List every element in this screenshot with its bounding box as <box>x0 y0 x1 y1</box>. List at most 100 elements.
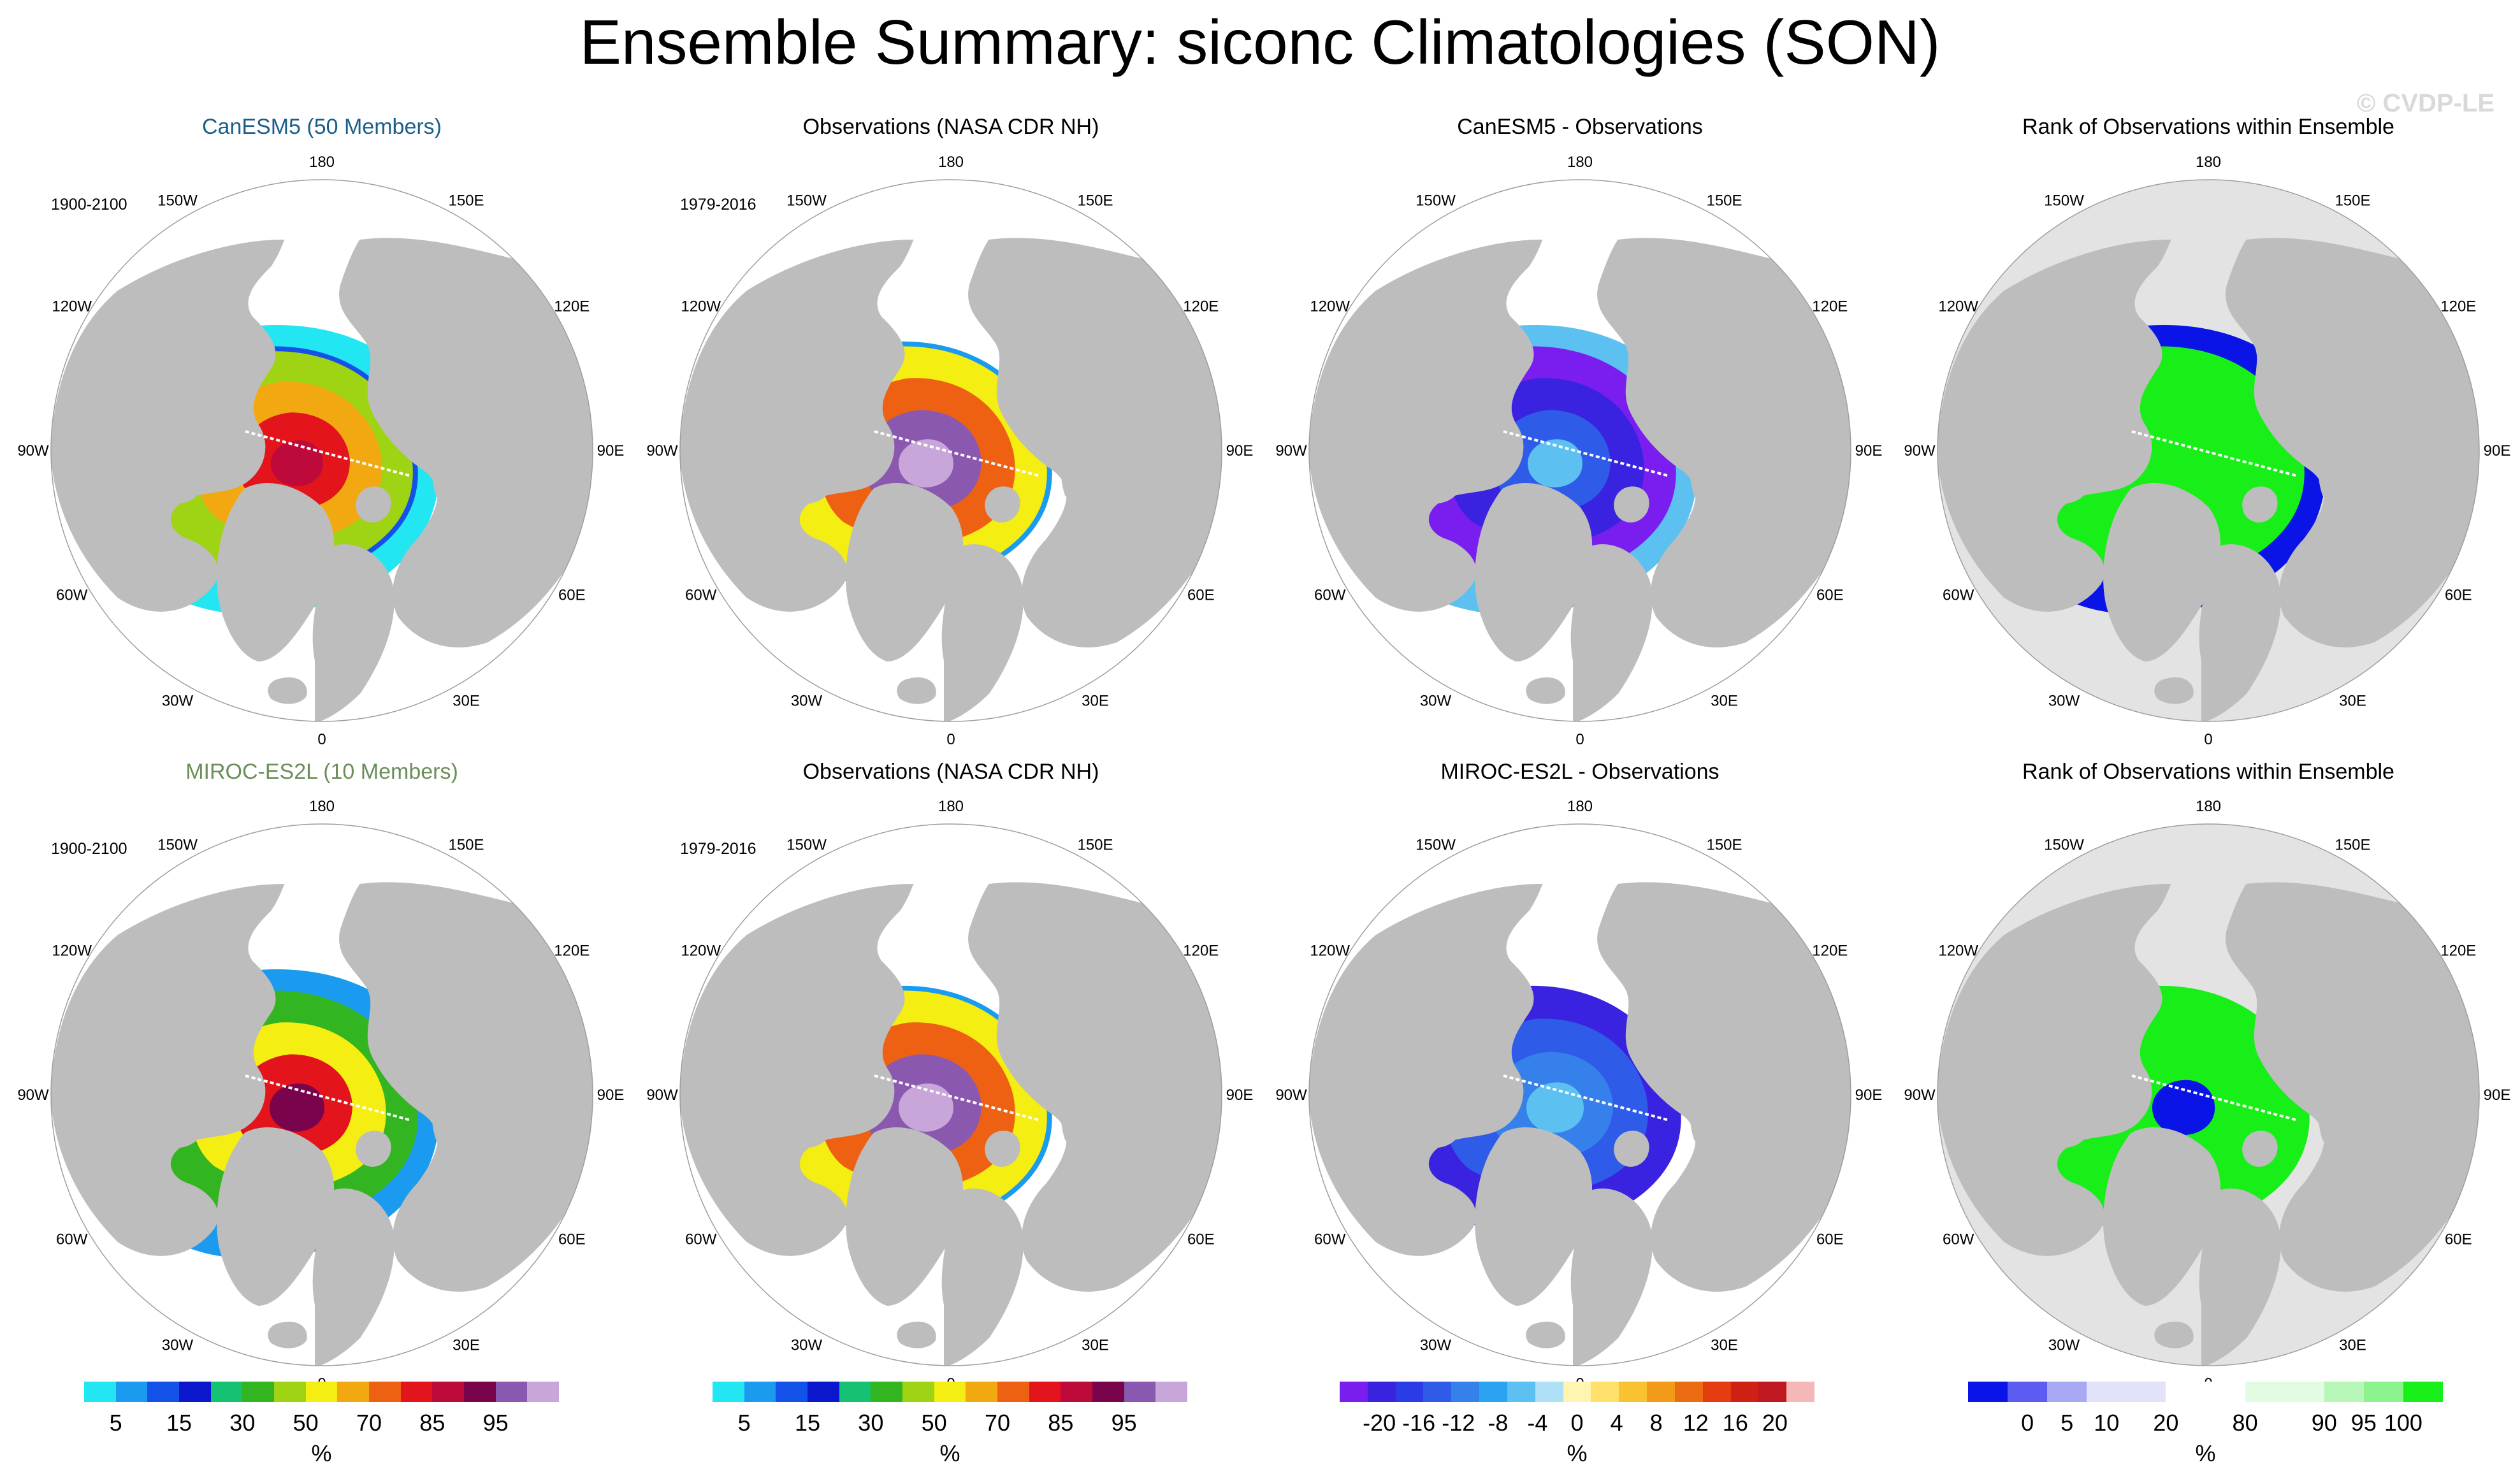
longitude-label: 120E <box>554 298 590 315</box>
longitude-label: 60E <box>1187 1231 1215 1248</box>
colorbar-swatch <box>1479 1382 1507 1402</box>
longitude-label: 90W <box>17 442 49 459</box>
longitude-label: 120W <box>681 943 721 960</box>
longitude-label: 180 <box>2196 798 2221 815</box>
longitude-label: 90W <box>17 1087 49 1104</box>
longitude-label: 60E <box>1187 587 1215 604</box>
colorbar-swatch <box>839 1382 871 1402</box>
colorbar-swatch <box>274 1382 306 1402</box>
longitude-label: 30W <box>2048 692 2080 709</box>
colorbar-tick: -16 <box>1402 1410 1436 1436</box>
land-mass <box>846 483 964 662</box>
longitude-label: 30E <box>453 692 480 709</box>
longitude-label: 180 <box>1567 154 1593 171</box>
colorbar-swatch <box>305 1382 338 1402</box>
colorbar-tick: 85 <box>419 1410 445 1436</box>
longitude-label: 120W <box>681 298 721 315</box>
land-mass <box>985 486 1020 523</box>
land-mass <box>1474 435 1517 470</box>
colorbar-swatch <box>1674 1382 1703 1402</box>
land-mass <box>1690 442 1729 503</box>
longitude-label: 60W <box>1314 1231 1346 1248</box>
colorbar-tick: -8 <box>1488 1410 1509 1436</box>
colorbar-swatch <box>1061 1382 1093 1402</box>
land-mass <box>680 883 914 1256</box>
land-mass <box>1061 1087 1100 1147</box>
longitude-label: 150E <box>2335 837 2370 854</box>
colorbar-swatch <box>1702 1382 1731 1402</box>
colorbar-unit: % <box>2195 1440 2216 1466</box>
longitude-label: 120W <box>1938 298 1978 315</box>
pole-hole-line <box>874 1074 1041 1122</box>
land-mass <box>776 1105 832 1148</box>
colorbar-swatch <box>966 1382 998 1402</box>
pole-hole-line <box>1503 430 1670 477</box>
colorbar-unit: % <box>311 1440 332 1466</box>
land-mass <box>2034 461 2089 504</box>
colorbar-swatch <box>2403 1382 2443 1402</box>
period-label: 1900-2100 <box>51 840 127 858</box>
longitude-label: 120E <box>1812 943 1848 960</box>
longitude-label: 30E <box>1082 692 1109 709</box>
colorbar-tick: 4 <box>1610 1410 1623 1436</box>
colorbar-tick: 20 <box>1762 1410 1788 1436</box>
longitude-label: 180 <box>2196 154 2221 171</box>
sea-ice-field <box>1526 1082 1584 1133</box>
land-mass <box>147 1105 203 1148</box>
colorbar-swatch <box>2126 1382 2166 1402</box>
colorbar-swatch <box>1507 1382 1535 1402</box>
longitude-label: 60W <box>56 587 88 604</box>
land-mass <box>1474 1079 1517 1114</box>
longitude-label: 120E <box>1812 298 1848 315</box>
colorbar-swatch <box>84 1382 116 1402</box>
longitude-label: 0 <box>946 731 955 748</box>
colorbar-swatch <box>2284 1382 2324 1402</box>
colorbar-tick: 5 <box>2060 1410 2074 1436</box>
map-border <box>679 179 1222 722</box>
longitude-label: 30W <box>2048 1336 2080 1354</box>
panel-title: CanESM5 - Observations <box>1457 115 1703 139</box>
pole-hole-line <box>245 430 412 477</box>
longitude-label: 60E <box>2445 587 2472 604</box>
land-mass <box>51 239 285 612</box>
colorbar-tick: 10 <box>2094 1410 2120 1436</box>
colorbar-swatch <box>400 1382 433 1402</box>
land-mass <box>1405 461 1461 504</box>
colorbar-tick: 15 <box>166 1410 192 1436</box>
land-mass <box>2242 486 2278 523</box>
longitude-label: 30E <box>1711 1336 1738 1354</box>
longitude-label: 150E <box>1077 192 1113 210</box>
panel-title: Rank of Observations within Ensemble <box>2022 115 2394 139</box>
land-mass <box>268 1321 307 1348</box>
pole-hole-line <box>2131 1074 2298 1122</box>
longitude-label: 30E <box>2339 1336 2366 1354</box>
longitude-label: 150W <box>157 837 198 854</box>
colorbar-swatch <box>210 1382 243 1402</box>
colorbar-swatch <box>1155 1382 1188 1402</box>
colorbar-siconc <box>84 1382 560 1402</box>
land-mass <box>1614 1131 1649 1167</box>
longitude-label: 60W <box>1943 1231 1974 1248</box>
colorbar-tick: 8 <box>1649 1410 1663 1436</box>
land-mass <box>1309 239 1543 612</box>
land-mass <box>1475 483 1593 662</box>
longitude-label: 60W <box>56 1231 88 1248</box>
land-mass <box>2102 435 2146 470</box>
land-mass <box>1937 883 2171 1256</box>
longitude-label: 120E <box>1183 298 1219 315</box>
land-mass <box>432 1087 471 1147</box>
land-mass <box>2319 1087 2357 1147</box>
colorbar-tick: 95 <box>2350 1410 2377 1436</box>
longitude-label: 120E <box>2440 298 2476 315</box>
colorbar-swatch <box>2087 1382 2127 1402</box>
longitude-label: 30W <box>791 692 823 709</box>
colorbar-swatch <box>713 1382 744 1402</box>
land-mass <box>1405 1105 1461 1148</box>
colorbar-swatch <box>1563 1382 1591 1402</box>
longitude-label: 60W <box>685 587 717 604</box>
land-mass <box>51 883 285 1256</box>
